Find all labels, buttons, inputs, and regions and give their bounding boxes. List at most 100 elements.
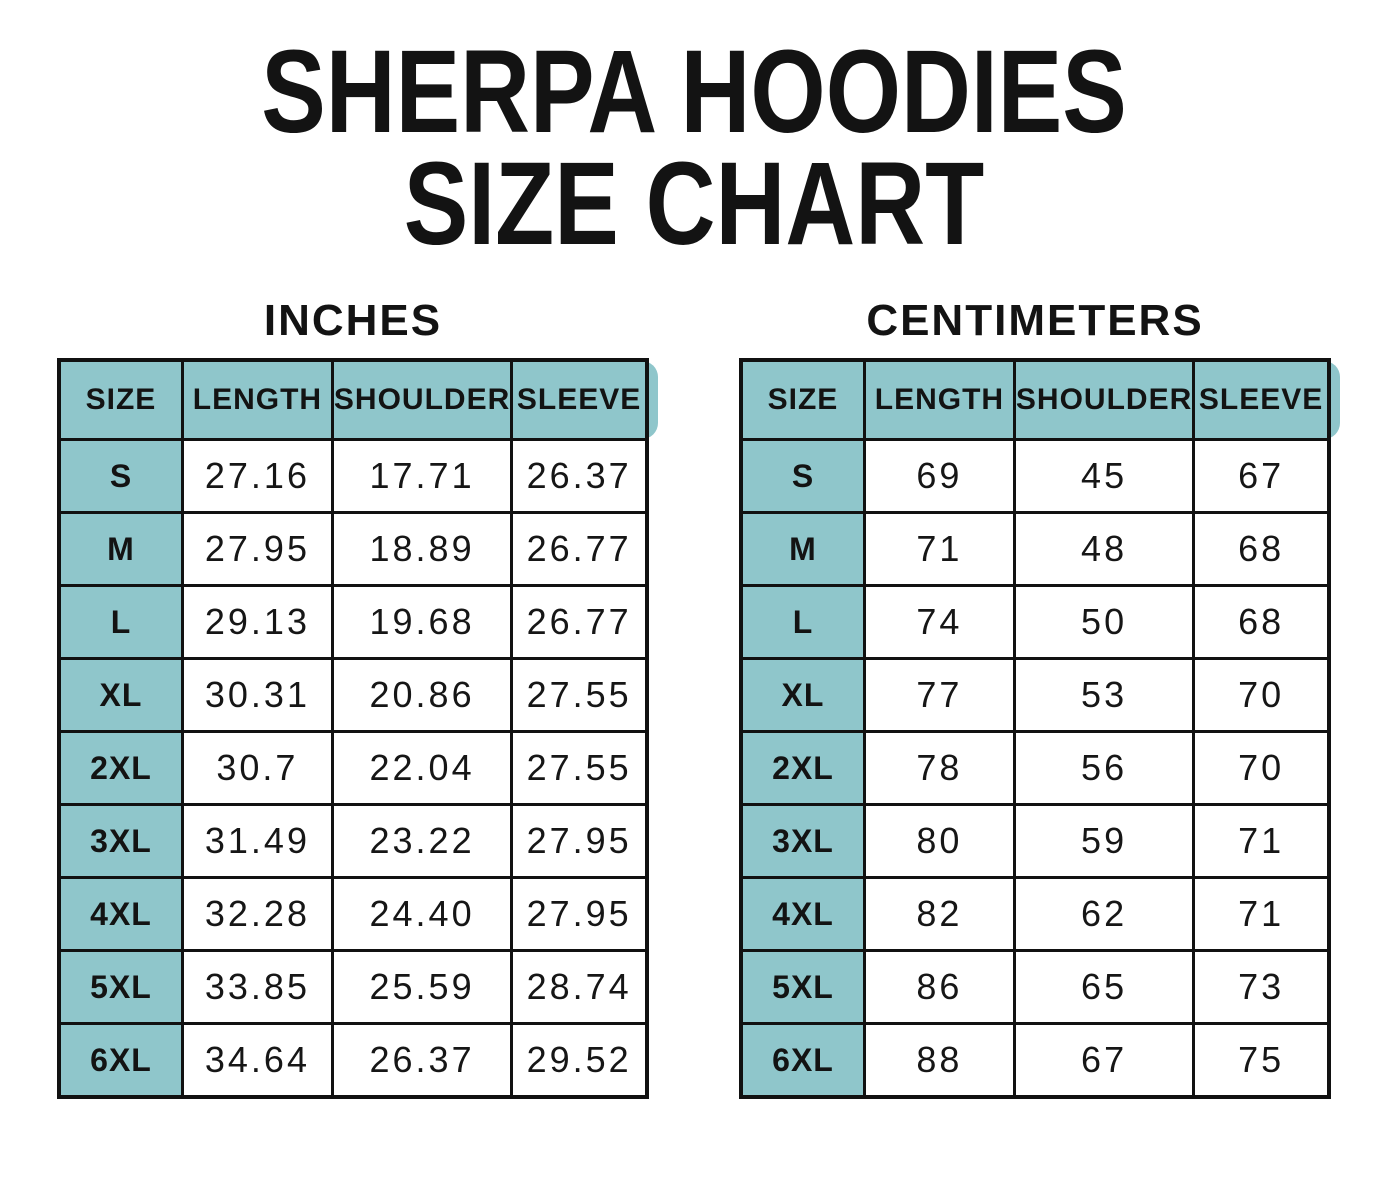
measurement-value: 71 <box>862 511 1016 588</box>
table-row: L 29.13 19.68 26.77 <box>57 584 649 661</box>
size-label: 5XL <box>739 949 866 1026</box>
table-row: S 27.16 17.71 26.37 <box>57 438 649 515</box>
measurement-value: 62 <box>1012 876 1196 953</box>
measurement-value: 70 <box>1192 730 1331 807</box>
table-row: 3XL 80 59 71 <box>739 803 1331 880</box>
measurement-value: 88 <box>862 1022 1016 1099</box>
column-header-size: SIZE <box>739 358 866 442</box>
measurement-value: 29.13 <box>180 584 334 661</box>
measurement-value: 59 <box>1012 803 1196 880</box>
measurement-value: 22.04 <box>330 730 514 807</box>
size-label: 2XL <box>57 730 184 807</box>
measurement-value: 73 <box>1192 949 1331 1026</box>
measurement-value: 29.52 <box>510 1022 649 1099</box>
size-label: L <box>57 584 184 661</box>
measurement-value: 26.77 <box>510 584 649 661</box>
measurement-value: 71 <box>1192 803 1331 880</box>
size-label: 3XL <box>739 803 866 880</box>
measurement-value: 26.37 <box>330 1022 514 1099</box>
column-header-length: LENGTH <box>180 358 334 442</box>
table-row: 4XL 32.28 24.40 27.95 <box>57 876 649 953</box>
measurement-value: 33.85 <box>180 949 334 1026</box>
size-label: M <box>57 511 184 588</box>
measurement-value: 45 <box>1012 438 1196 515</box>
table-row: 6XL 34.64 26.37 29.52 <box>57 1022 649 1099</box>
measurement-value: 75 <box>1192 1022 1331 1099</box>
table-row: 4XL 82 62 71 <box>739 876 1331 953</box>
tables-row: INCHES SIZE LENGTH SHOULDER SLEEVE S 27.16 17… <box>0 260 1388 1100</box>
measurement-value: 23.22 <box>330 803 514 880</box>
measurement-value: 27.55 <box>510 730 649 807</box>
measurement-value: 20.86 <box>330 657 514 734</box>
size-label: S <box>739 438 866 515</box>
size-label: M <box>739 511 866 588</box>
inches-header-row: SIZE LENGTH SHOULDER SLEEVE <box>57 358 649 442</box>
measurement-value: 31.49 <box>180 803 334 880</box>
measurement-value: 27.16 <box>180 438 334 515</box>
measurement-value: 78 <box>862 730 1016 807</box>
column-header-shoulder: SHOULDER <box>1012 358 1196 442</box>
table-row: L 74 50 68 <box>739 584 1331 661</box>
measurement-value: 25.59 <box>330 949 514 1026</box>
inches-heading: INCHES <box>263 296 443 346</box>
table-row: XL 30.31 20.86 27.55 <box>57 657 649 734</box>
measurement-value: 71 <box>1192 876 1331 953</box>
measurement-value: 27.55 <box>510 657 649 734</box>
measurement-value: 67 <box>1192 438 1331 515</box>
column-header-shoulder: SHOULDER <box>330 358 514 442</box>
measurement-value: 17.71 <box>330 438 514 515</box>
size-label: 3XL <box>57 803 184 880</box>
measurement-value: 67 <box>1012 1022 1196 1099</box>
size-label: 4XL <box>57 876 184 953</box>
measurement-value: 34.64 <box>180 1022 334 1099</box>
column-header-length: LENGTH <box>862 358 1016 442</box>
measurement-value: 27.95 <box>510 876 649 953</box>
page-title-line1: SHERPA HOODIES <box>261 26 1127 158</box>
measurement-value: 65 <box>1012 949 1196 1026</box>
measurement-value: 50 <box>1012 584 1196 661</box>
centimeters-heading: CENTIMETERS <box>866 296 1204 346</box>
size-label: XL <box>739 657 866 734</box>
page-title: SHERPA HOODIES SIZE CHART <box>0 26 1388 271</box>
measurement-value: 19.68 <box>330 584 514 661</box>
measurement-value: 82 <box>862 876 1016 953</box>
column-header-sleeve: SLEEVE <box>510 358 649 442</box>
measurement-value: 68 <box>1192 511 1331 588</box>
size-label: XL <box>57 657 184 734</box>
measurement-value: 24.40 <box>330 876 514 953</box>
column-header-sleeve: SLEEVE <box>1192 358 1331 442</box>
measurement-value: 30.31 <box>180 657 334 734</box>
measurement-value: 32.28 <box>180 876 334 953</box>
inches-section: INCHES SIZE LENGTH SHOULDER SLEEVE S 27.16 17… <box>57 260 658 1100</box>
size-label: 2XL <box>739 730 866 807</box>
measurement-value: 86 <box>862 949 1016 1026</box>
table-row: S 69 45 67 <box>739 438 1331 515</box>
measurement-value: 80 <box>862 803 1016 880</box>
measurement-value: 53 <box>1012 657 1196 734</box>
size-label: L <box>739 584 866 661</box>
measurement-value: 18.89 <box>330 511 514 588</box>
measurement-value: 48 <box>1012 511 1196 588</box>
measurement-value: 70 <box>1192 657 1331 734</box>
measurement-value: 27.95 <box>510 803 649 880</box>
size-label: 6XL <box>57 1022 184 1099</box>
table-row: 2XL 30.7 22.04 27.55 <box>57 730 649 807</box>
size-label: S <box>57 438 184 515</box>
table-row: M 27.95 18.89 26.77 <box>57 511 649 588</box>
page-title-line2: SIZE CHART <box>403 138 985 271</box>
measurement-value: 26.77 <box>510 511 649 588</box>
table-row: 3XL 31.49 23.22 27.95 <box>57 803 649 880</box>
table-row: 6XL 88 67 75 <box>739 1022 1331 1099</box>
centimeters-table-wrap: SIZE LENGTH SHOULDER SLEEVE S 69 45 67 M 71 48 68 L… <box>739 358 1340 1100</box>
measurement-value: 56 <box>1012 730 1196 807</box>
centimeters-table: SIZE LENGTH SHOULDER SLEEVE S 69 45 67 M 71 48 68 L… <box>739 358 1331 1100</box>
size-label: 5XL <box>57 949 184 1026</box>
measurement-value: 27.95 <box>180 511 334 588</box>
measurement-value: 30.7 <box>180 730 334 807</box>
table-row: 5XL 33.85 25.59 28.74 <box>57 949 649 1026</box>
measurement-value: 74 <box>862 584 1016 661</box>
inches-table-wrap: SIZE LENGTH SHOULDER SLEEVE S 27.16 17.71 26.3… <box>57 358 658 1100</box>
table-row: 5XL 86 65 73 <box>739 949 1331 1026</box>
measurement-value: 28.74 <box>510 949 649 1026</box>
